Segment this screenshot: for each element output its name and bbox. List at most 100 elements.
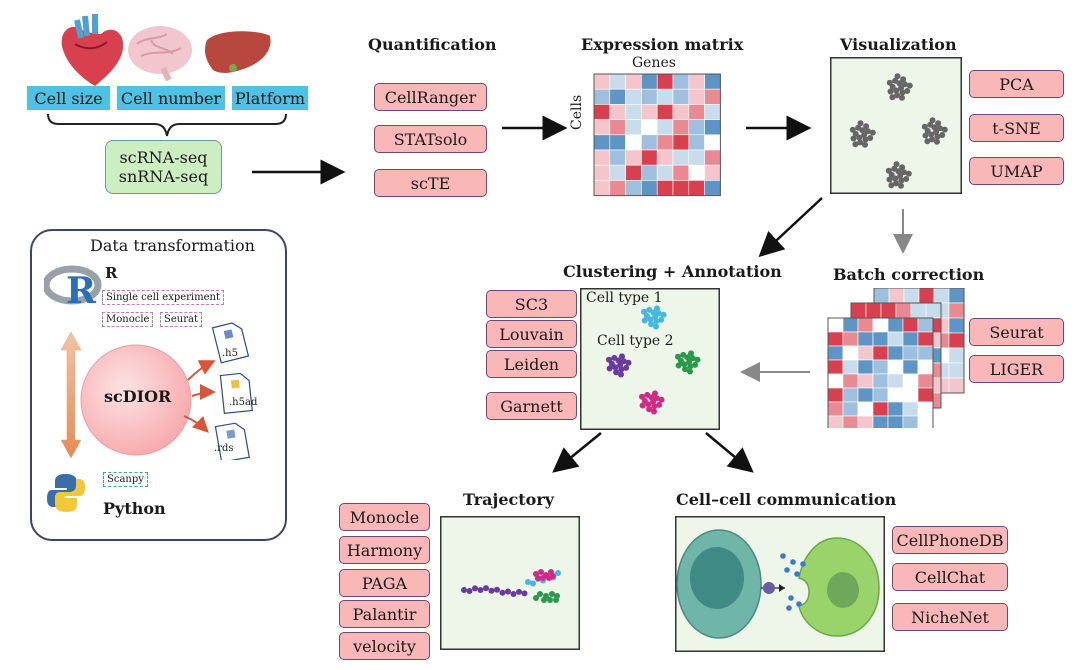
tool-harmony: Harmony: [339, 536, 430, 564]
arrow-cluster-to-communication: [705, 432, 754, 473]
trajectory-dot: [537, 591, 543, 597]
trajectory-dot: [521, 590, 528, 597]
seq-type-snrna: snRNA-seq: [118, 167, 209, 186]
cell-dot: [885, 167, 892, 174]
cell-dot: [688, 350, 694, 357]
trajectory-dot: [533, 595, 539, 601]
cell-dot: [935, 120, 942, 127]
trajectory-dot: [466, 588, 473, 595]
cell-dot: [886, 79, 893, 86]
file-label-rds: .rds: [214, 443, 234, 454]
cell-dot: [641, 317, 648, 324]
r-logo-icon: R: [44, 265, 102, 312]
cell-dot: [888, 182, 895, 189]
cell-dot: [651, 403, 658, 410]
cell-dot: [922, 132, 929, 139]
tool-pca: PCA: [969, 70, 1064, 98]
factor-platform: Platform: [232, 86, 308, 110]
arrow-cluster-to-trajectory: [552, 432, 602, 473]
transform-graphic: [60, 331, 216, 459]
cell-dot: [651, 408, 657, 415]
seq-type-scrna: scRNA-seq: [119, 148, 208, 167]
liver-icon: [205, 31, 271, 73]
cell-dot: [652, 390, 658, 397]
cell-dot: [867, 135, 874, 141]
cell-dot: [682, 366, 689, 373]
trajectory-title: Trajectory: [463, 490, 555, 509]
matrix-border: [593, 73, 721, 197]
cell-dot: [606, 356, 612, 363]
file-label-h5: .h5: [222, 348, 238, 359]
cell-dot: [687, 368, 693, 375]
brace: [47, 113, 287, 137]
receiver-cell-icon: [798, 537, 880, 637]
h5ad-file-icon: [219, 372, 253, 415]
visualization-title: Visualization: [840, 35, 957, 54]
cell-dot: [921, 123, 928, 130]
cell-dot: [886, 176, 893, 183]
cell-dot: [653, 318, 660, 325]
cell-dot: [897, 173, 904, 179]
r-label: R: [105, 264, 118, 282]
cell-dot: [862, 136, 869, 143]
h5-file-icon: [211, 322, 250, 364]
cell-dot: [658, 316, 665, 323]
clustering-panel: [580, 288, 720, 430]
cell-dot: [639, 402, 646, 409]
tool-umap: UMAP: [969, 157, 1064, 185]
cell-dot: [606, 365, 613, 372]
tool-leiden: Leiden: [486, 350, 577, 378]
cell-dot: [894, 73, 901, 80]
cell-dot: [934, 138, 940, 145]
cell-dot: [893, 180, 899, 187]
cell-dot: [658, 396, 665, 403]
heart-icon: [61, 14, 124, 86]
quantification-title: Quantification: [368, 35, 497, 54]
cell-dot: [611, 354, 618, 361]
cell-dot: [889, 83, 896, 90]
communication-panel: [675, 516, 885, 652]
trajectory-dot: [555, 570, 561, 576]
batch-title: Batch correction: [833, 265, 985, 284]
cell-dot: [927, 121, 934, 128]
cell-dot: [653, 395, 660, 402]
svg-text:R: R: [66, 270, 97, 312]
factor-cell-number: Cell number: [117, 86, 225, 110]
batch-matrices: [827, 288, 965, 428]
file-icons: [211, 322, 253, 460]
cell-dot: [893, 161, 900, 168]
cell-dot: [924, 138, 931, 145]
visualization-panel: [830, 57, 962, 194]
tool-paga: PAGA: [339, 569, 430, 597]
tool-monocle: Monocle: [339, 503, 430, 531]
cell-dot: [899, 94, 905, 101]
python-label: Python: [103, 499, 166, 518]
rds-file-icon: [214, 422, 250, 460]
trajectory-dot: [488, 587, 495, 594]
clustering-title: Clustering + Annotation: [563, 262, 782, 281]
cell-dot: [689, 355, 696, 362]
tool-tsne: t-SNE: [969, 114, 1064, 142]
trajectory-dot: [541, 597, 547, 603]
trajectory-dot: [547, 597, 553, 603]
cell-dot: [660, 311, 667, 318]
cell-dot: [625, 359, 632, 366]
file-label-h5ad: .h5ad: [229, 397, 258, 408]
cell-dot: [849, 126, 856, 133]
cell-dot: [887, 88, 894, 95]
tool-velocity: velocity: [339, 632, 430, 660]
cell-dot: [623, 364, 630, 371]
cell-dot: [936, 125, 943, 132]
cell-dot: [857, 120, 864, 127]
cell-dot: [641, 308, 647, 315]
tool-sc3: SC3: [486, 290, 577, 318]
cell-dot: [857, 139, 863, 146]
cell-dot: [900, 76, 907, 83]
cell-dot: [899, 164, 906, 171]
cell-dot: [901, 81, 908, 88]
organ-icons: [61, 14, 271, 86]
trajectory-dot: [494, 586, 500, 593]
cell-dot: [903, 176, 910, 182]
cell-dot: [852, 130, 859, 137]
tool-nichenet: NicheNet: [892, 603, 1008, 631]
